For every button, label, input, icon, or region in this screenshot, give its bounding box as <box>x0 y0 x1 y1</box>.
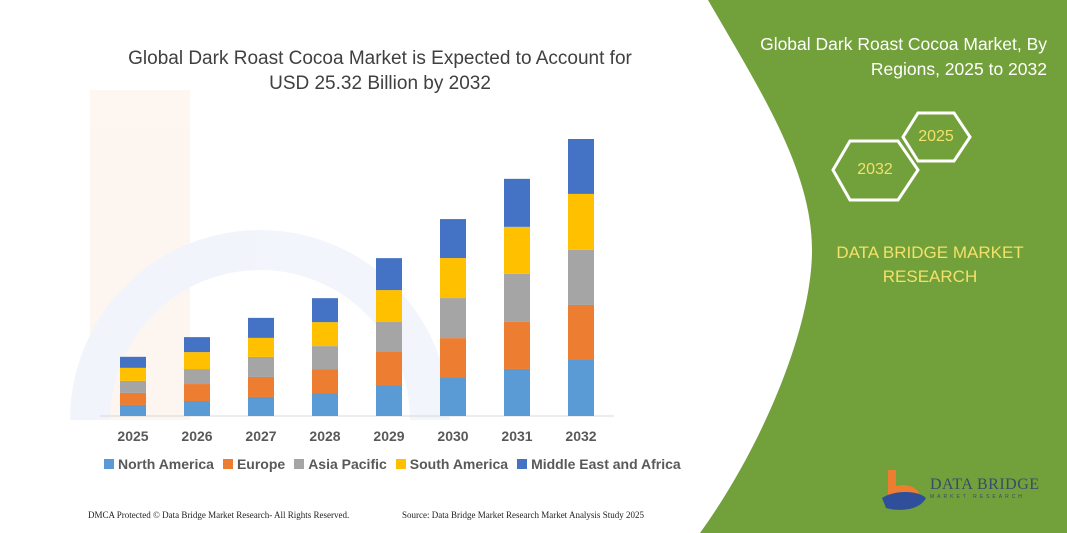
bar-segment-2030-north-america <box>440 377 466 416</box>
bar-segment-2027-south-america <box>248 337 274 357</box>
x-tick-label: 2032 <box>565 428 596 444</box>
bar-segment-2032-south-america <box>568 193 594 250</box>
bar-segment-2027-europe <box>248 376 274 397</box>
bar-segment-2029-asia-pacific <box>376 322 402 353</box>
legend-swatch <box>395 459 406 469</box>
legend-label: Middle East and Africa <box>531 456 681 472</box>
title-line-2: USD 25.32 Billion by 2032 <box>269 73 491 94</box>
bar-segment-2026-middle-east-and-africa <box>184 337 210 353</box>
x-tick-label: 2029 <box>373 428 404 444</box>
bar-segment-2028-north-america <box>312 393 338 416</box>
side-title-line-1: Global Dark Roast Cocoa Market, By <box>760 34 1047 54</box>
x-tick-label: 2030 <box>437 428 468 444</box>
legend-swatch <box>222 459 233 469</box>
bar-segment-2027-north-america <box>248 396 274 416</box>
legend-label: South America <box>409 456 509 472</box>
data-bridge-logo-icon <box>882 470 926 510</box>
legend-label: Europe <box>236 456 286 472</box>
bar-segment-2028-middle-east-and-africa <box>312 298 338 323</box>
green-panel <box>700 0 1067 533</box>
bar-segment-2029-north-america <box>376 385 402 416</box>
bar-segment-2029-middle-east-and-africa <box>376 258 402 291</box>
title-line-1: Global Dark Roast Cocoa Market is Expect… <box>128 48 632 69</box>
bar-segment-2027-middle-east-and-africa <box>248 317 274 338</box>
legend-item: Middle East and Africa <box>517 455 681 473</box>
bar-segment-2028-europe <box>312 369 338 394</box>
bar-segment-2025-middle-east-and-africa <box>120 356 146 368</box>
chart-title: Global Dark Roast Cocoa Market is Expect… <box>110 46 650 96</box>
side-title-line-2: Regions, 2025 to 2032 <box>870 59 1047 79</box>
bar-segment-2030-middle-east-and-africa <box>440 219 466 259</box>
brand-text: DATA BRIDGE MARKET RESEARCH <box>800 241 1060 289</box>
x-tick-label: 2027 <box>245 428 276 444</box>
bar-segment-2031-north-america <box>504 368 530 416</box>
watermark <box>70 90 450 421</box>
legend-swatch <box>517 459 528 469</box>
bar-segment-2025-asia-pacific <box>120 380 146 393</box>
bar-segment-2032-asia-pacific <box>568 249 594 305</box>
bar-segment-2031-asia-pacific <box>504 273 530 322</box>
bar-segment-2028-south-america <box>312 322 338 347</box>
bar-segment-2027-asia-pacific <box>248 356 274 377</box>
bar-segment-2029-europe <box>376 352 402 386</box>
bar-segment-2026-south-america <box>184 352 210 370</box>
stacked-bar-chart: 2025 2026 2027 2028 2029 2030 2031 2032 <box>100 139 614 444</box>
legend-swatch <box>104 459 114 469</box>
footer-copyright: DMCA Protected © Data Bridge Market Rese… <box>88 510 350 520</box>
bar-segment-2026-europe <box>184 384 210 402</box>
bar-segment-2026-asia-pacific <box>184 369 210 385</box>
bar-segment-2030-asia-pacific <box>440 298 466 339</box>
hex-label-2032: 2032 <box>857 161 893 178</box>
bar-segment-2029-south-america <box>376 290 402 323</box>
bar-segment-2026-north-america <box>184 401 210 416</box>
bar-segment-2031-europe <box>504 321 530 369</box>
hexagon-2032 <box>831 139 920 202</box>
bar-segment-2032-north-america <box>568 359 594 416</box>
x-tick-label: 2026 <box>181 428 212 444</box>
bar-segment-2032-europe <box>568 304 594 360</box>
legend-swatch <box>294 459 305 469</box>
hex-label-2025: 2025 <box>918 128 954 145</box>
hexagon-2025 <box>901 111 972 163</box>
bar-segment-2025-europe <box>120 392 146 405</box>
bar-segment-2031-south-america <box>504 226 530 274</box>
x-tick-label: 2025 <box>117 428 148 444</box>
x-tick-label: 2028 <box>309 428 340 444</box>
legend-label: Asia Pacific <box>308 456 387 472</box>
bar-segment-2030-south-america <box>440 258 466 299</box>
legend-item: Asia Pacific <box>294 455 387 473</box>
bar-segment-2025-north-america <box>120 404 146 416</box>
bar-segment-2032-middle-east-and-africa <box>568 139 594 194</box>
footer-source: Source: Data Bridge Market Research Mark… <box>402 510 644 520</box>
legend-item: Europe <box>222 455 286 473</box>
x-tick-label: 2031 <box>501 428 532 444</box>
bar-segment-2025-south-america <box>120 367 146 381</box>
side-panel-title: Global Dark Roast Cocoa Market, By Regio… <box>730 32 1047 82</box>
legend-label: North America <box>118 456 214 472</box>
logo-tagline: MARKET RESEARCH <box>930 494 1025 500</box>
brand-line-1: DATA BRIDGE MARKET <box>836 243 1024 262</box>
chart-legend: North America Europe Asia Pacific South Ame… <box>104 455 681 473</box>
logo-name: DATA BRIDGE <box>930 476 1040 493</box>
legend-item: South America <box>395 455 509 473</box>
brand-line-2: RESEARCH <box>882 267 978 286</box>
bar-segment-2028-asia-pacific <box>312 346 338 370</box>
legend-item: North America <box>104 455 214 473</box>
bar-segment-2031-middle-east-and-africa <box>504 178 530 227</box>
bar-segment-2030-europe <box>440 338 466 378</box>
